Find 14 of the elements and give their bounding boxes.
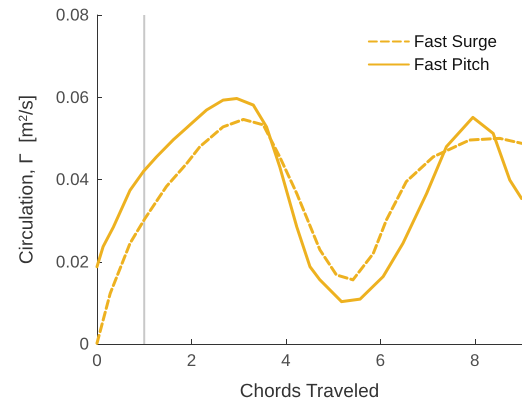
x-tick-label: 6: [376, 351, 386, 370]
y-tick-label: 0.06: [56, 88, 89, 107]
legend-label: Fast Pitch: [414, 55, 490, 74]
y-tick-label: 0.02: [56, 252, 89, 272]
x-axis-title: Chords Traveled: [240, 381, 380, 402]
y-tick-label: 0.04: [56, 170, 89, 189]
x-tick-label: 2: [186, 351, 196, 370]
legend-label: Fast Surge: [414, 32, 498, 51]
x-tick-label: 0: [92, 351, 102, 370]
x-tick-label: 4: [281, 351, 291, 370]
y-axis-title: Circulation, Γ [m2/s]: [16, 94, 38, 264]
y-tick-label: 0: [80, 334, 89, 354]
x-tick-label: 8: [470, 351, 480, 370]
y-tick-label: 0.08: [56, 6, 89, 24]
